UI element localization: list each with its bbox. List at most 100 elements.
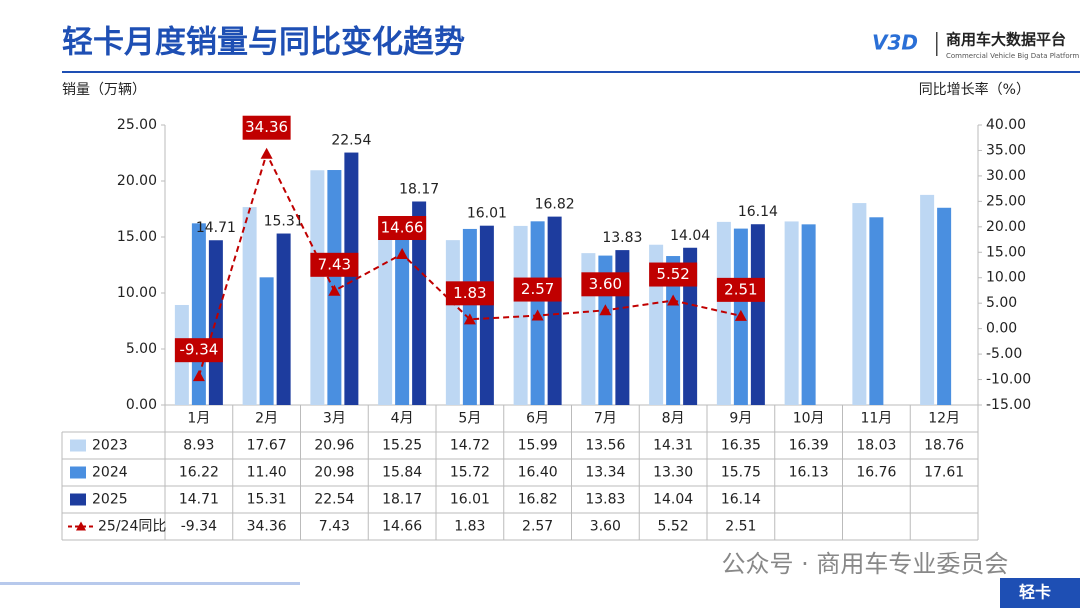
table-cell: 14.71	[179, 492, 219, 508]
table-cell: 15.25	[382, 438, 422, 454]
table-cell: 17.67	[247, 438, 287, 454]
data-label: 2.57	[521, 280, 554, 298]
table-cell: 15.99	[518, 438, 558, 454]
line-marker	[463, 313, 476, 325]
x-tick-label: 12月	[928, 411, 960, 427]
x-tick-label: 5月	[458, 411, 481, 427]
bar	[412, 201, 427, 405]
line-marker	[260, 147, 273, 159]
watermark: 公众号 · 商用车专业委员会	[722, 550, 1009, 578]
table-cell: 8.93	[183, 438, 214, 454]
x-tick-label: 7月	[594, 411, 617, 427]
table-cell: 16.40	[518, 465, 558, 481]
tag-box	[1000, 578, 1080, 608]
table-cell: 15.75	[721, 465, 761, 481]
tag: 轻卡	[1019, 583, 1051, 602]
y2-tick-label: -5.00	[986, 346, 1022, 362]
bar	[276, 233, 291, 405]
line	[197, 151, 742, 377]
y-tick-label: 20.00	[117, 173, 157, 189]
bar	[310, 170, 325, 405]
data-label-box	[716, 277, 765, 302]
bar	[513, 225, 528, 405]
bar	[259, 277, 274, 405]
table-cell: 18.17	[382, 492, 422, 508]
line-marker	[599, 304, 612, 316]
bar	[716, 221, 731, 405]
x-tick-label: 1月	[187, 411, 210, 427]
table-cell: 16.35	[721, 438, 761, 454]
bar	[937, 207, 952, 405]
table-cell: -9.34	[181, 519, 217, 535]
y2-tick-label: 0.00	[986, 321, 1017, 337]
legend-label: 25/24同比	[98, 519, 166, 535]
data-label: 16.82	[535, 197, 575, 213]
data-label: 1.83	[453, 284, 486, 302]
table-cell: 20.96	[314, 438, 354, 454]
table-cell: 14.66	[382, 519, 422, 535]
table-cell: 14.72	[450, 438, 490, 454]
y2-tick-label: 5.00	[986, 295, 1017, 311]
y2-tick-label: 35.00	[986, 142, 1026, 158]
legend-marker	[76, 521, 86, 531]
table-cell: 15.84	[382, 465, 422, 481]
line-marker	[192, 370, 205, 382]
y-tick-label: 5.00	[126, 341, 157, 357]
data-label: 13.83	[602, 230, 642, 246]
y-tick-label: 15.00	[117, 229, 157, 245]
data-label-box	[581, 272, 630, 297]
legend-label: 2024	[92, 465, 128, 481]
data-label-box	[174, 338, 223, 363]
data-label: 22.54	[331, 133, 371, 149]
chart-title: 轻卡月度销量与同比变化趋势	[62, 25, 465, 61]
table-cell: 2.51	[725, 519, 756, 535]
bar	[479, 225, 494, 405]
table-cell: 13.56	[585, 438, 625, 454]
y2-tick-label: -10.00	[986, 372, 1031, 388]
data-label-box	[513, 277, 562, 302]
data-label: -9.34	[179, 341, 218, 359]
table-cell: 3.60	[590, 519, 621, 535]
legend-swatch	[70, 466, 86, 479]
y2-tick-label: -15.00	[986, 397, 1031, 413]
footer-rule	[0, 582, 300, 585]
table-cell: 11.40	[247, 465, 287, 481]
line-marker	[396, 248, 409, 260]
brand-logo: V3D	[872, 31, 918, 55]
brand-name: 商用车大数据平台	[946, 31, 1066, 49]
x-tick-label: 9月	[729, 411, 752, 427]
y2-tick-label: 15.00	[986, 244, 1026, 260]
legend-swatch	[70, 439, 86, 452]
data-label-box	[310, 252, 359, 277]
x-tick-label: 4月	[391, 411, 414, 427]
data-label-box	[242, 115, 291, 140]
bar	[344, 152, 359, 405]
legend-label: 2023	[92, 438, 128, 454]
table-cell: 2.57	[522, 519, 553, 535]
y2-tick-label: 20.00	[986, 219, 1026, 235]
bar	[666, 256, 681, 405]
bar	[920, 194, 935, 405]
x-tick-label: 8月	[662, 411, 685, 427]
table-cell: 16.14	[721, 492, 761, 508]
bar	[801, 224, 816, 405]
y-tick-label: 25.00	[117, 117, 157, 133]
y-axis-title: 销量（万辆）	[62, 82, 146, 98]
data-label: 16.01	[467, 206, 507, 222]
line-marker	[328, 284, 341, 296]
table-cell: 5.52	[658, 519, 689, 535]
table-cell: 20.98	[314, 465, 354, 481]
table-cell: 14.04	[653, 492, 693, 508]
table-cell: 14.31	[653, 438, 693, 454]
y2-axis-title: 同比增长率（%）	[919, 81, 1030, 98]
table-cell: 16.01	[450, 492, 490, 508]
data-label: 5.52	[656, 265, 689, 283]
table-cell: 13.34	[585, 465, 625, 481]
x-tick-label: 6月	[526, 411, 549, 427]
table-cell: 16.13	[789, 465, 829, 481]
bar	[869, 217, 884, 405]
table-cell: 22.54	[314, 492, 354, 508]
bar	[852, 203, 867, 405]
data-label: 14.71	[196, 220, 236, 236]
